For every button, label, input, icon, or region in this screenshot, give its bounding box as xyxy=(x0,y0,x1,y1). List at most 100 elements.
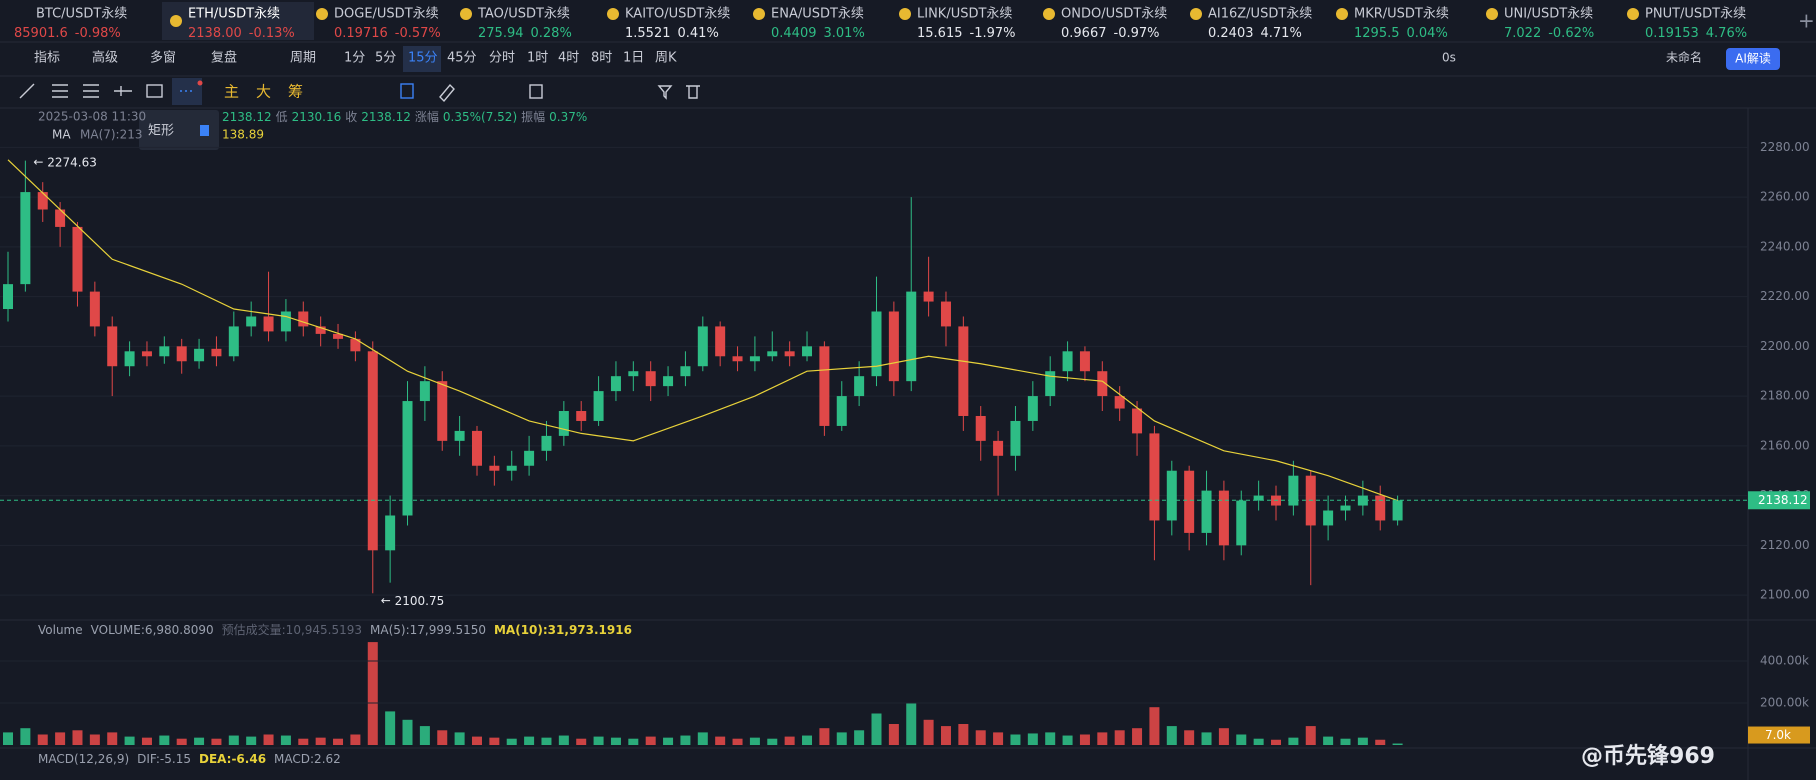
ticker-symbol[interactable]: KAITO/USDT永续 xyxy=(625,7,730,22)
ticker-price: 1295.5 xyxy=(1354,26,1400,41)
tool-channel[interactable] xyxy=(83,84,99,98)
volume-bar xyxy=(1062,735,1073,745)
volume-bar xyxy=(871,713,882,745)
toolbar-item[interactable]: 高级 xyxy=(92,50,118,66)
ticker-change: -1.97% xyxy=(970,26,1016,41)
coin-icon xyxy=(1627,8,1639,20)
ticker-symbol[interactable]: PNUT/USDT永续 xyxy=(1645,7,1746,22)
toolbar-item[interactable]: 周K xyxy=(655,51,677,66)
toolbar-item[interactable]: 45分 xyxy=(447,51,477,66)
candle-body xyxy=(645,371,656,387)
candle-body xyxy=(871,311,882,377)
ticker-price: 2138.00 xyxy=(188,26,242,41)
tool-hlines[interactable] xyxy=(52,84,68,98)
toolbar-item[interactable]: 复盘 xyxy=(211,50,237,66)
volume-bar xyxy=(767,738,778,745)
add-tab[interactable]: + xyxy=(1798,9,1815,33)
candle-body xyxy=(680,366,691,377)
candle-body xyxy=(524,450,535,466)
ticker-price: 0.9667 xyxy=(1061,26,1107,41)
candle-body xyxy=(419,381,430,402)
badge xyxy=(197,80,203,86)
ticker-symbol[interactable]: UNI/USDT永续 xyxy=(1504,7,1593,22)
tool-delete[interactable] xyxy=(657,85,700,99)
active-tab[interactable] xyxy=(162,2,314,40)
volume-bar xyxy=(194,737,205,745)
ticker-quote-line: 7.022 -0.62% xyxy=(1504,26,1594,41)
candle-body xyxy=(593,391,604,421)
volume-bar xyxy=(680,735,691,745)
ticker-price: 0.19716 xyxy=(334,26,388,41)
bookmark-icon[interactable] xyxy=(200,125,209,136)
volume-bar xyxy=(1288,737,1299,745)
ticker-symbol[interactable]: ETH/USDT永续 xyxy=(188,7,280,22)
ticker-symbol[interactable]: DOGE/USDT永续 xyxy=(334,7,439,22)
toolbar-item[interactable]: 指标 xyxy=(34,51,60,66)
candle-body xyxy=(1062,351,1073,372)
candle-body xyxy=(228,326,239,357)
tooltip-box xyxy=(139,110,219,150)
volume-bar xyxy=(697,732,708,745)
draw-tool[interactable]: 主 xyxy=(224,83,239,101)
ticker-symbol[interactable]: TAO/USDT永续 xyxy=(477,7,570,22)
tool-lock[interactable] xyxy=(529,84,543,99)
candle-body xyxy=(471,430,482,466)
ticker-symbol[interactable]: ONDO/USDT永续 xyxy=(1061,7,1167,22)
toolbar-item[interactable]: 15分 xyxy=(408,51,438,66)
tool-copy[interactable] xyxy=(400,83,414,99)
candle-body xyxy=(836,396,847,426)
ticker-price: 7.022 xyxy=(1504,26,1541,41)
volume-bar xyxy=(419,726,430,745)
ticker-quote-line: 0.19153 4.76% xyxy=(1645,26,1747,41)
active-period[interactable] xyxy=(403,46,441,72)
volume-bar xyxy=(715,736,726,745)
ticker-symbol[interactable]: BTC/USDT永续 xyxy=(36,7,127,22)
toolbar-right[interactable]: 0s xyxy=(1442,51,1456,65)
toolbar-item[interactable]: 分时 xyxy=(489,51,515,66)
candle-body xyxy=(141,351,152,357)
info-item: 2138.12 xyxy=(222,110,272,124)
candle-body xyxy=(454,430,465,441)
tool-rect[interactable] xyxy=(146,84,163,98)
tool-filter[interactable] xyxy=(657,85,673,100)
ai-button-text[interactable]: AI解读 xyxy=(1735,52,1771,66)
ticker-symbol[interactable]: MKR/USDT永续 xyxy=(1354,7,1449,22)
ai-button[interactable] xyxy=(1726,48,1780,70)
ticker-quote-line: 0.9667 -0.97% xyxy=(1061,26,1160,41)
draw-tool[interactable]: 大 xyxy=(256,83,271,101)
toolbar-item[interactable]: 1时 xyxy=(527,51,548,66)
volume-bar xyxy=(610,737,621,745)
ticker-symbol[interactable]: AI16Z/USDT永续 xyxy=(1208,7,1312,22)
tool-ray[interactable] xyxy=(114,86,132,96)
y-tick-label: 2240.00 xyxy=(1760,239,1810,253)
volume-bar xyxy=(385,711,396,745)
coin-icon xyxy=(1336,8,1348,20)
candle-body xyxy=(350,338,361,352)
ticker-change: -0.98% xyxy=(75,26,121,41)
candle-body xyxy=(333,333,344,339)
draw-tool[interactable]: 筹 xyxy=(288,83,303,101)
toolbar-right[interactable]: 未命名 xyxy=(1666,50,1702,65)
toolbar-item[interactable]: 5分 xyxy=(375,51,396,66)
toolbar-item[interactable]: 1分 xyxy=(344,51,365,66)
volume-bar xyxy=(1392,743,1403,745)
candle-body xyxy=(1166,470,1177,521)
toolbar-item[interactable]: 8时 xyxy=(591,51,612,66)
ticker-symbol[interactable]: LINK/USDT永续 xyxy=(917,7,1012,22)
macd-legend: MACD(12,26,9) xyxy=(38,752,129,766)
toolbar-item[interactable]: 多窗 xyxy=(150,50,176,66)
volume-bar xyxy=(1079,734,1090,745)
toolbar-item[interactable]: 1日 xyxy=(623,51,644,66)
tool-pen[interactable] xyxy=(439,83,455,103)
candle-body xyxy=(280,311,291,332)
tool-line[interactable] xyxy=(19,83,35,99)
candle-body xyxy=(958,326,969,416)
toolbar-item[interactable]: 4时 xyxy=(558,51,579,66)
candle-body xyxy=(663,376,674,387)
ticker-symbol[interactable]: ENA/USDT永续 xyxy=(771,7,864,22)
info-item: 收 xyxy=(345,110,357,124)
macd-legend: DIF:-5.15 xyxy=(137,752,191,766)
volume-bar xyxy=(836,732,847,745)
toolbar-item[interactable]: 周期 xyxy=(290,51,316,66)
